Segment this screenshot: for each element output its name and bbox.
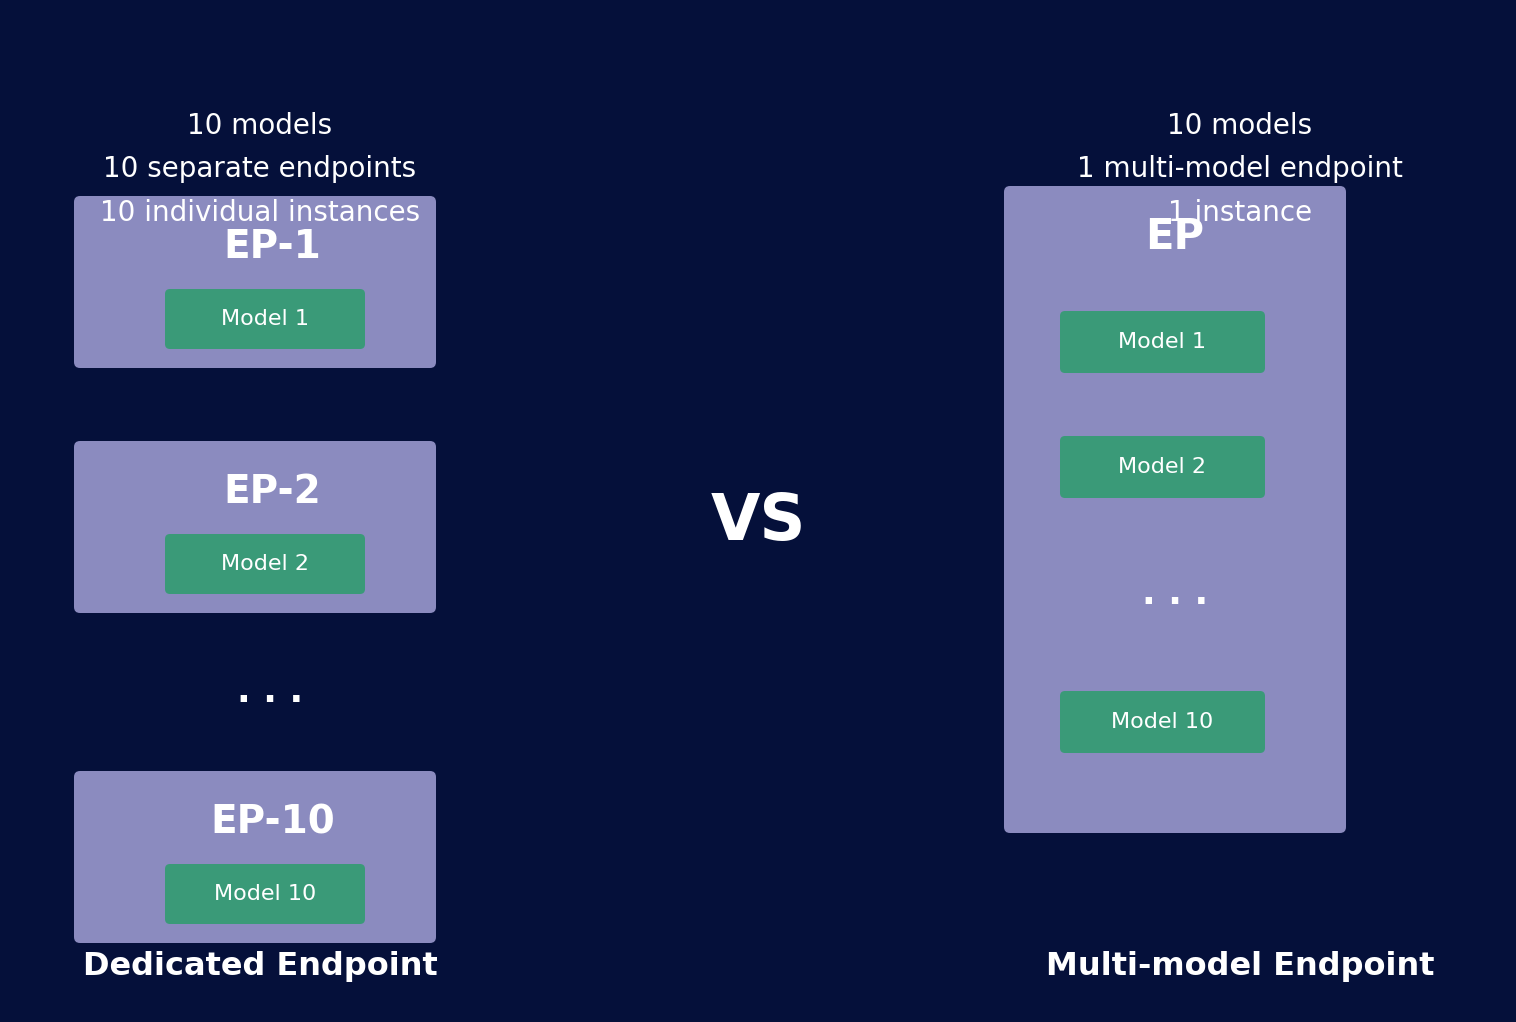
Text: Model 10: Model 10 [214,884,317,904]
Text: Model 10: Model 10 [1111,712,1214,732]
FancyBboxPatch shape [165,289,365,349]
Text: Model 1: Model 1 [1119,332,1207,352]
Text: 10 models
1 multi-model endpoint
1 instance: 10 models 1 multi-model endpoint 1 insta… [1076,112,1402,227]
FancyBboxPatch shape [165,864,365,924]
Text: Model 1: Model 1 [221,309,309,329]
FancyBboxPatch shape [1060,311,1264,373]
Text: . . .: . . . [1142,577,1208,611]
Text: EP: EP [1146,216,1205,258]
Text: 10 models
10 separate endpoints
10 individual instances: 10 models 10 separate endpoints 10 indiv… [100,112,420,227]
FancyBboxPatch shape [165,535,365,594]
Text: EP-10: EP-10 [211,803,335,841]
Text: . . .: . . . [236,675,303,709]
Text: Dedicated Endpoint: Dedicated Endpoint [83,951,438,982]
Text: EP-1: EP-1 [224,228,321,266]
FancyBboxPatch shape [74,771,437,943]
FancyBboxPatch shape [1060,691,1264,753]
Text: EP-2: EP-2 [224,473,321,511]
Text: Model 2: Model 2 [1119,457,1207,477]
Text: Multi-model Endpoint: Multi-model Endpoint [1046,951,1434,982]
FancyBboxPatch shape [1060,436,1264,498]
FancyBboxPatch shape [74,442,437,613]
Text: VS: VS [711,491,805,553]
FancyBboxPatch shape [74,196,437,368]
Text: Model 2: Model 2 [221,554,309,574]
FancyBboxPatch shape [1004,186,1346,833]
